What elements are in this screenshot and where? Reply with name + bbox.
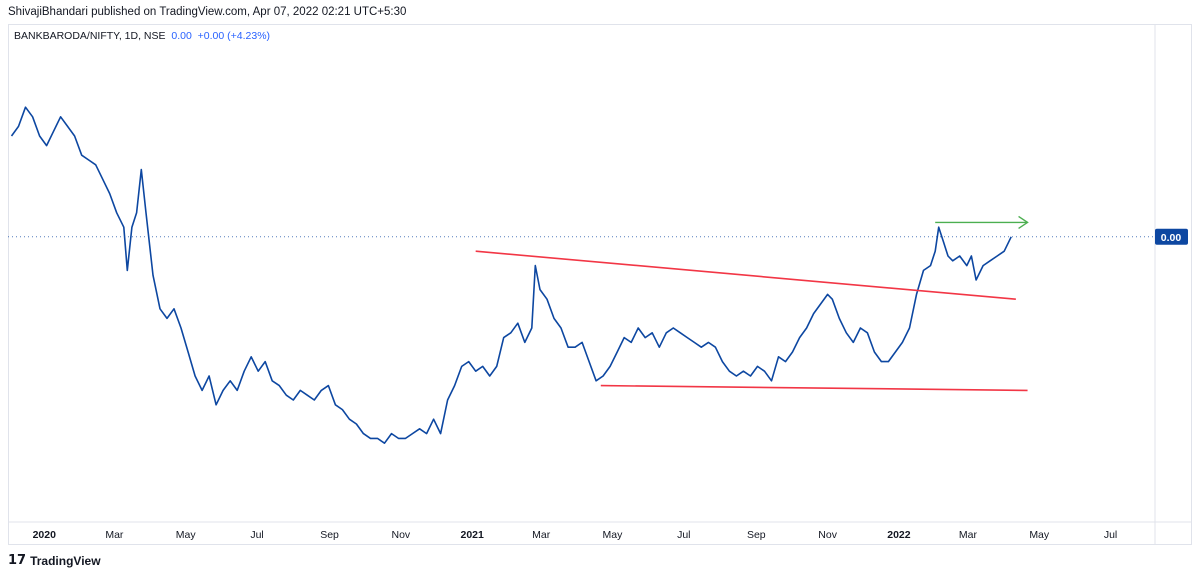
symbol-legend: BANKBARODA/NIFTY, 1D, NSE 0.00 +0.00 (+4… bbox=[14, 30, 270, 42]
x-tick-label: Mar bbox=[959, 529, 978, 541]
published-by-text: ShivajiBhandari published on TradingView… bbox=[8, 6, 407, 18]
x-tick-label: 2022 bbox=[887, 529, 911, 541]
x-tick-label: Sep bbox=[320, 529, 339, 541]
x-tick-label: 2021 bbox=[460, 529, 484, 541]
x-tick-label: Nov bbox=[392, 529, 411, 541]
chart-frame bbox=[8, 24, 1192, 545]
upper-resistance-trendline bbox=[475, 250, 1016, 300]
x-tick-label: May bbox=[603, 529, 624, 541]
x-tick-label: Jul bbox=[250, 529, 263, 541]
last-value-badge-label: 0.00 bbox=[1161, 232, 1182, 244]
x-tick-label: Sep bbox=[747, 529, 766, 541]
x-tick-label: May bbox=[1029, 529, 1050, 541]
x-tick-label: Mar bbox=[532, 529, 551, 541]
x-tick-label: May bbox=[176, 529, 197, 541]
target-arrow-head bbox=[1018, 215, 1029, 229]
x-tick-label: Nov bbox=[818, 529, 837, 541]
price-line-series bbox=[10, 106, 1012, 444]
change-value: +0.00 (+4.23%) bbox=[197, 30, 271, 42]
x-tick-label: 2020 bbox=[33, 529, 57, 541]
last-value-badge bbox=[1155, 228, 1188, 245]
x-tick-label: Jul bbox=[1104, 529, 1117, 541]
x-tick-label: Jul bbox=[677, 529, 690, 541]
last-value: 0.00 bbox=[171, 30, 192, 42]
lower-support-trendline bbox=[600, 384, 1028, 392]
symbol-name: BANKBARODA/NIFTY, 1D, NSE bbox=[14, 30, 166, 42]
tradingview-logo-icon: 17 bbox=[8, 553, 27, 568]
brand-name: TradingView bbox=[30, 553, 101, 568]
x-tick-label: Mar bbox=[105, 529, 124, 541]
tradingview-brand[interactable]: 17 TradingView bbox=[8, 553, 101, 568]
